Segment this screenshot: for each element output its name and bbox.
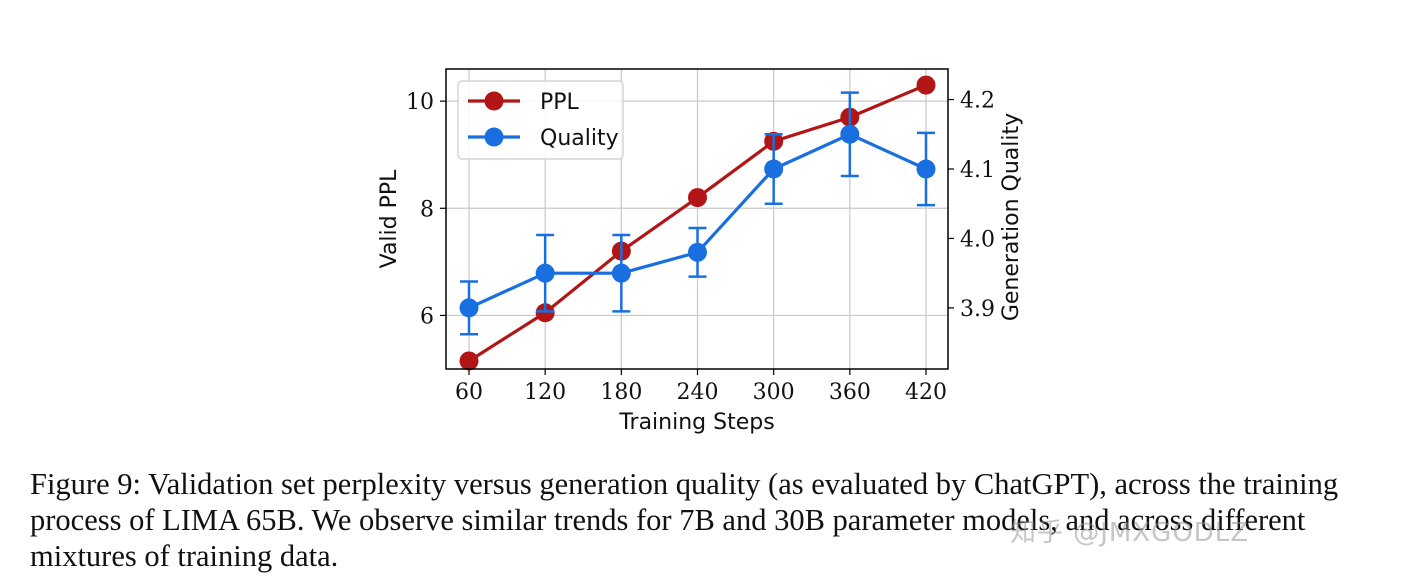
legend-label: Quality [540, 126, 619, 151]
watermark: 知乎 @JMXGODLZ [1010, 518, 1250, 548]
data-point [688, 188, 707, 208]
y2-tick-label: 4.0 [960, 227, 995, 252]
data-point [840, 124, 860, 144]
chart-svg: 60 120 180 240 300 360 420 6 8 10 3.9 4.0 4.1 4.2 PPL… [377, 68, 1024, 435]
data-point [535, 263, 555, 283]
x-tick-label: 60 [455, 380, 483, 405]
y-tick-label: 6 [420, 304, 434, 329]
data-point [459, 351, 479, 371]
data-point [916, 159, 936, 179]
y-axis-title: Valid PPL [377, 169, 402, 269]
x-tick-label: 360 [829, 380, 871, 405]
data-point [535, 303, 555, 323]
x-tick-label: 300 [753, 380, 795, 405]
data-point [916, 75, 936, 95]
data-point [459, 298, 479, 318]
figure-caption: Figure 9: Validation set perplexity vers… [30, 467, 1339, 573]
y2-tick-label: 4.2 [960, 89, 995, 114]
y2-tick-label: 3.9 [960, 297, 995, 322]
data-point [688, 242, 707, 262]
data-point [611, 263, 631, 283]
legend-label: PPL [540, 90, 580, 115]
y2-axis-title: Generation Quality [999, 113, 1024, 321]
x-tick-label: 240 [677, 380, 719, 405]
x-tick-label: 120 [524, 380, 566, 405]
data-point [764, 159, 784, 179]
axes-layer: 60 120 180 240 300 360 420 6 8 10 3.9 4.0 4.1 4.2 [406, 89, 995, 405]
x-tick-label: 420 [905, 380, 947, 405]
series-layer [459, 75, 936, 371]
legend: PPL Quality [457, 80, 624, 160]
series-quality [459, 91, 936, 336]
legend-marker [484, 91, 504, 111]
y-tick-label: 8 [420, 197, 434, 222]
x-tick-label: 180 [600, 380, 642, 405]
y2-tick-label: 4.1 [960, 158, 995, 183]
x-axis-title: Training Steps [618, 410, 774, 435]
y-tick-label: 10 [406, 90, 434, 115]
legend-marker [484, 127, 504, 147]
